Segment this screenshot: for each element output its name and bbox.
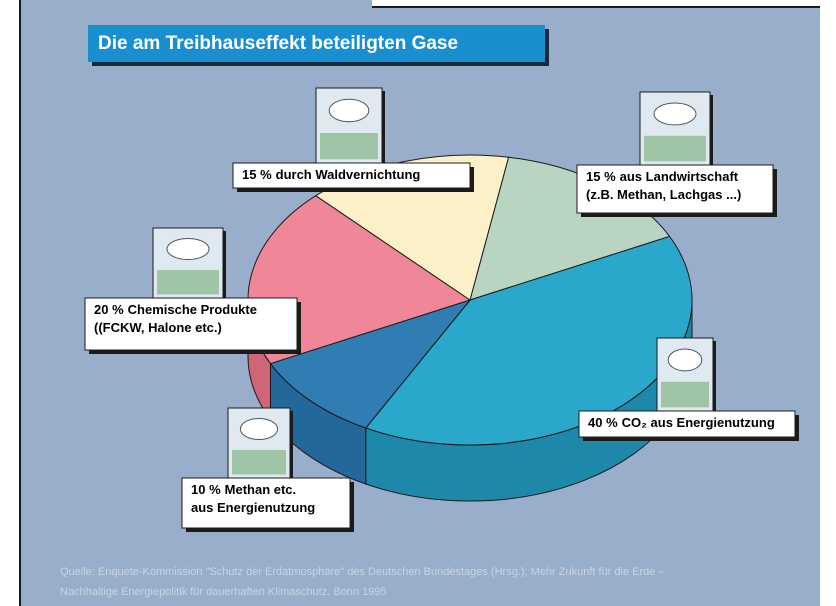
source-line: Nachhaltige Energiepolitik für dauerhaft… [60,586,387,598]
icon-cloud [240,419,277,440]
icon-ground [157,270,219,295]
category-label: (z.B. Methan, Lachgas ...) [586,187,741,202]
category-label: Methan etc. [225,482,297,497]
category-label: Chemische Produkte [128,302,257,317]
category-label: aus Landwirtschaft [620,169,739,184]
chart: Die am Treibhauseffekt beteiligten Gase … [0,0,836,606]
label-text: 20 % Chemische Produkte [94,302,257,317]
label-text: 10 % Methan etc. [191,482,296,497]
label-text: aus Energienutzung [191,500,315,515]
source-line: Quelle: Enquete-Kommission "Schutz der E… [60,566,665,578]
value-label: 15 % [242,167,272,182]
label-text: 40 % CO₂ aus Energienutzung [588,415,775,430]
value-label: 15 % [586,169,616,184]
value-label: 20 % [94,302,124,317]
icon-cloud [329,99,369,122]
category-label: durch Waldvernichtung [276,167,421,182]
category-label: CO₂ aus Energienutzung [622,415,775,430]
icon-ground [644,136,706,162]
label-text: ((FCKW, Halone etc.) [94,320,222,335]
icon-cloud [654,103,696,125]
icon-ground [661,382,709,408]
label-text: 15 % aus Landwirtschaft [586,169,739,184]
value-label: 40 % [588,415,618,430]
label-text: 15 % durch Waldvernichtung [242,167,420,182]
icon-ground [320,133,378,159]
category-label: ((FCKW, Halone etc.) [94,320,222,335]
icon-cloud [167,239,209,260]
chart-title: Die am Treibhauseffekt beteiligten Gase [98,33,458,54]
category-label: aus Energienutzung [191,500,315,515]
label-text: (z.B. Methan, Lachgas ...) [586,187,741,202]
value-label: 10 % [191,482,221,497]
icon-ground [232,450,286,475]
icon-cloud [668,349,702,371]
panel-top [20,0,372,8]
